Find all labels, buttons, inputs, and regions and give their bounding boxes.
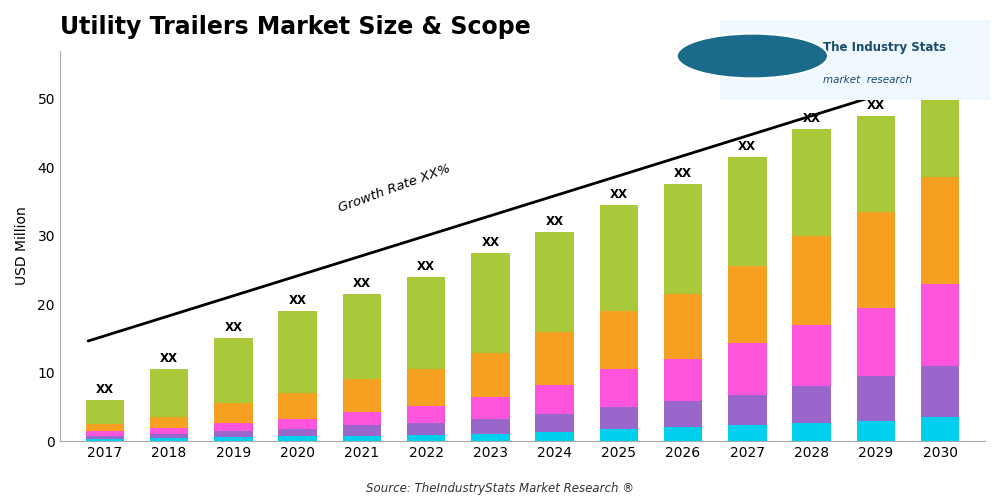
Bar [407,406,445,422]
Bar [150,369,188,417]
Y-axis label: USD Million: USD Million [15,206,29,286]
Bar [728,394,767,426]
Text: XX: XX [803,112,821,126]
Circle shape [677,34,828,78]
Bar [857,308,895,376]
Bar [278,393,317,418]
Bar [728,157,767,266]
Bar [728,426,767,441]
Bar [278,429,317,436]
Bar [471,253,510,353]
Bar [664,184,702,294]
Text: XX: XX [867,98,885,112]
Text: XX: XX [289,294,307,307]
Bar [792,236,831,324]
Text: The Industry Stats: The Industry Stats [823,42,946,54]
Text: Source: TheIndustryStats Market Research ®: Source: TheIndustryStats Market Research… [366,482,634,495]
Text: XX: XX [738,140,756,152]
Bar [600,407,638,429]
Bar [664,359,702,402]
Bar [407,276,445,369]
Bar [857,212,895,308]
Bar [921,417,959,441]
Bar [792,130,831,236]
Bar [535,332,574,385]
Bar [792,324,831,386]
Bar [343,426,381,436]
Bar [600,311,638,369]
Bar [728,343,767,394]
Bar [150,438,188,441]
Bar [343,294,381,380]
Bar [535,385,574,414]
Bar [471,434,510,441]
Bar [535,414,574,432]
Bar [407,369,445,406]
Bar [921,366,959,417]
Bar [471,398,510,419]
Bar [600,429,638,441]
Bar [86,424,124,431]
Bar [857,420,895,441]
Bar [86,431,124,436]
Bar [86,436,124,439]
Text: XX: XX [96,383,114,396]
Bar [343,380,381,412]
Bar [600,369,638,407]
Bar [407,435,445,441]
Bar [471,353,510,398]
Bar [214,422,253,431]
Text: XX: XX [546,215,564,228]
Text: Utility Trailers Market Size & Scope: Utility Trailers Market Size & Scope [60,15,531,39]
Bar [535,232,574,332]
Bar [664,294,702,359]
Bar [278,418,317,429]
Bar [471,419,510,434]
Bar [343,436,381,441]
Bar [792,422,831,441]
Text: XX: XX [160,352,178,365]
Text: market  research: market research [823,75,912,85]
Text: XX: XX [674,167,692,180]
Bar [600,205,638,311]
Text: XX: XX [610,188,628,200]
Bar [407,422,445,435]
Bar [214,431,253,437]
Bar [86,400,124,424]
Bar [150,434,188,438]
Text: XX: XX [481,236,499,248]
Bar [214,338,253,404]
Text: XX: XX [224,322,242,334]
Bar [921,284,959,366]
Bar [728,266,767,343]
Text: Growth Rate XX%: Growth Rate XX% [337,162,453,215]
Bar [278,436,317,441]
Bar [343,412,381,426]
Bar [150,417,188,428]
Bar [278,311,317,393]
Bar [857,376,895,420]
Bar [535,432,574,441]
Bar [86,439,124,441]
Bar [150,428,188,434]
Text: XX: XX [417,260,435,272]
Bar [214,437,253,441]
Bar [921,178,959,284]
Bar [792,386,831,422]
Text: XX: XX [931,71,949,84]
Bar [921,88,959,178]
Bar [664,402,702,427]
Bar [857,116,895,212]
Text: XX: XX [353,276,371,289]
Bar [214,404,253,422]
Bar [664,428,702,441]
